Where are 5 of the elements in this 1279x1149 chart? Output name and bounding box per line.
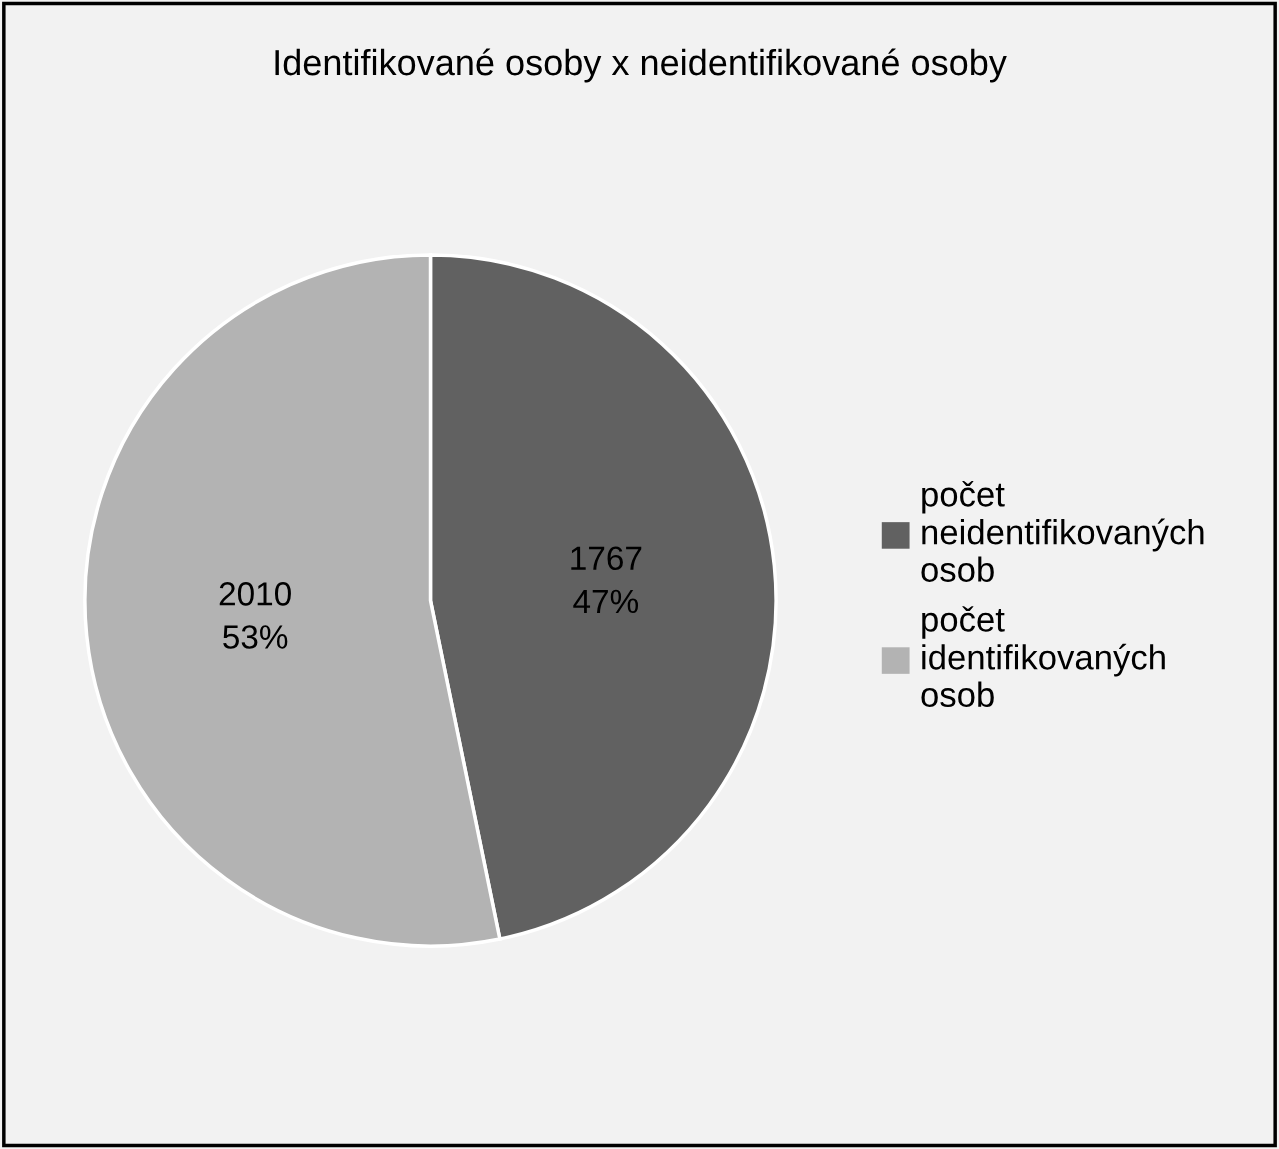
legend-label: počet identifikovaných osob — [921, 606, 1165, 708]
legend-label: počet neidentifikovaných osob — [921, 481, 1204, 582]
chart-title: Identifikované osoby x neidentifikované osoby — [275, 48, 1007, 83]
data-label: 1767 47% — [571, 546, 642, 614]
data-label: 2010 53% — [219, 582, 291, 649]
